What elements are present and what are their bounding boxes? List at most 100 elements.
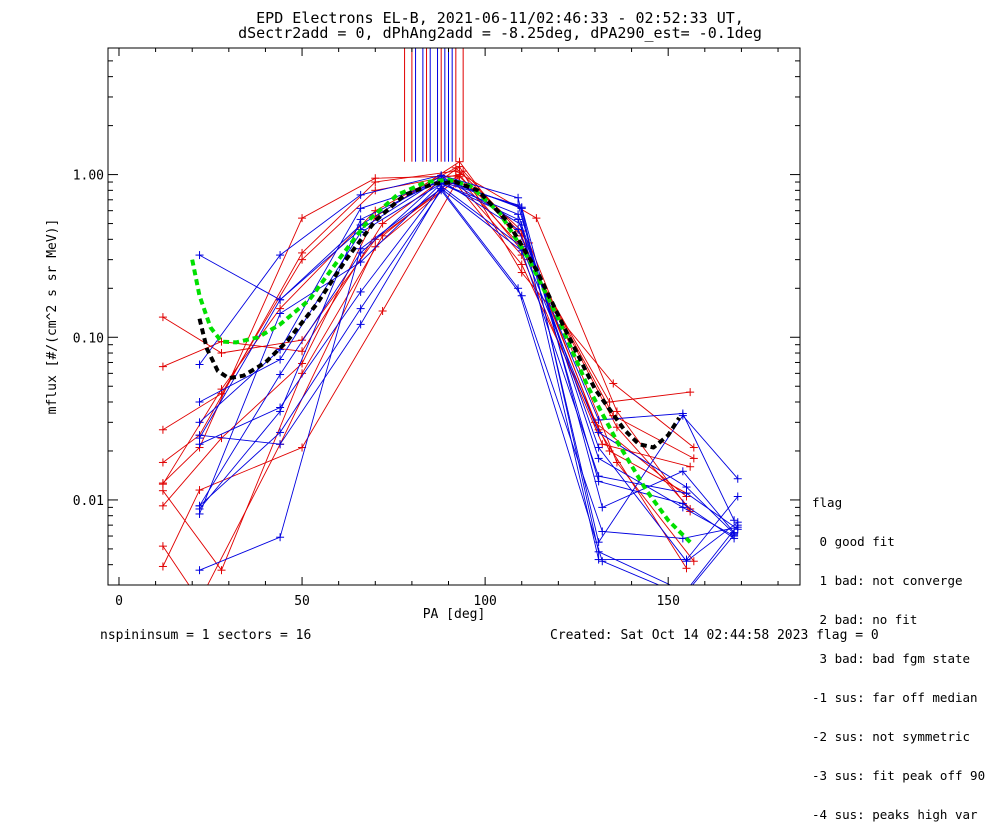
fit-layer (190, 177, 692, 544)
data-point-blue (276, 533, 285, 542)
data-point-red (517, 268, 526, 277)
footer-spin-info: nspininsum = 1 sectors = 16 (100, 628, 312, 643)
data-point-red (532, 214, 541, 223)
data-point-blue (594, 428, 603, 437)
data-point-blue (682, 483, 691, 492)
data-point-blue (276, 295, 285, 304)
data-point-blue (276, 440, 285, 449)
data-point-red (371, 178, 380, 187)
data-point-blue (514, 201, 523, 210)
data-point-blue (195, 418, 204, 427)
data-point-blue (730, 530, 739, 539)
x-tick-label: 100 (473, 594, 496, 609)
series-line-blue (199, 189, 738, 539)
x-tick-label: 150 (656, 594, 679, 609)
data-point-blue (594, 477, 603, 486)
chart-canvas: 0 50 100 150 0.01 0.10 1.00 PA [deg] mflux [#/… (45, 47, 801, 622)
y-axis-label: mflux [#/(cm^2 s sr MeV)] (45, 219, 60, 415)
data-point-blue (594, 416, 603, 425)
data-point-blue (594, 454, 603, 463)
data-point-red (686, 462, 695, 471)
legend-item: -4 sus: peaks high var (812, 807, 978, 822)
data-point-blue (356, 320, 365, 329)
data-point-blue (514, 225, 523, 234)
legend-item: -1 sus: far off median (812, 690, 978, 705)
y-tick-label: 0.10 (73, 331, 104, 346)
x-tick-label: 50 (294, 594, 310, 609)
data-point-blue (514, 193, 523, 202)
data-point-blue (437, 186, 446, 195)
data-point-blue (598, 503, 607, 512)
series-line-blue (199, 187, 739, 530)
legend-item: 0 good fit (812, 534, 895, 549)
data-point-blue (195, 397, 204, 406)
series-line-blue (199, 185, 735, 535)
data-point-blue (276, 251, 285, 260)
data-point-blue (517, 291, 526, 300)
data-point-red (609, 379, 618, 388)
data-point-blue (682, 588, 690, 596)
data-point-blue (195, 434, 204, 443)
data-point-blue (195, 251, 204, 260)
data-point-red (598, 440, 607, 449)
data-point-blue (678, 499, 687, 508)
data-point-red (689, 443, 698, 452)
data-point-blue (594, 538, 603, 547)
data-point-red (217, 566, 226, 575)
series-line-blue (199, 177, 735, 585)
peak-marker-layer (404, 48, 464, 162)
data-point-blue (598, 557, 607, 566)
series-line-red (162, 170, 691, 512)
data-point-red (612, 407, 621, 416)
chart-title-line-1: EPD Electrons EL-B, 2021-06-11/02:46:33 … (256, 9, 744, 27)
data-point-red (298, 336, 307, 345)
data-point-red (158, 480, 167, 489)
data-point-blue (195, 360, 204, 369)
data-point-red (686, 388, 695, 397)
data-point-blue (195, 501, 204, 510)
legend-item: 3 bad: bad fgm state (812, 651, 971, 666)
data-point-red (196, 597, 204, 605)
data-point-blue (356, 304, 365, 313)
data-point-blue (514, 215, 523, 224)
legend-item: -3 sus: fit peak off 90 (812, 768, 986, 783)
series-line-blue (199, 183, 739, 562)
x-axis-label: PA [deg] (423, 607, 486, 622)
flag-legend: flag 0 good fit 1 bad: not converge 2 ba… (812, 470, 985, 834)
series-line-red (162, 170, 695, 572)
footer-created-info: Created: Sat Oct 14 02:44:58 2023 flag =… (550, 628, 879, 643)
y-tick-label: 1.00 (73, 169, 104, 184)
data-point-red (689, 454, 698, 463)
data-point-red (612, 423, 621, 432)
legend-item: 1 bad: not converge (812, 573, 963, 588)
data-point-red (298, 359, 307, 368)
data-point-blue (517, 204, 526, 213)
series-line-blue (199, 183, 735, 537)
series-layer (158, 157, 742, 605)
data-point-red (371, 242, 380, 251)
legend-item: -2 sus: not symmetric (812, 729, 971, 744)
data-point-blue (678, 467, 687, 476)
data-point-red (682, 564, 691, 573)
y-tick-label: 0.01 (73, 494, 104, 509)
data-point-blue (594, 443, 603, 452)
data-point-red (298, 248, 307, 257)
data-point-blue (733, 474, 742, 483)
data-point-blue (730, 516, 739, 525)
series-line-blue (199, 175, 739, 561)
data-point-red (158, 362, 167, 371)
data-point-red (158, 313, 167, 322)
data-point-blue (276, 403, 285, 412)
data-point-red (158, 562, 167, 571)
legend-title: flag (812, 495, 843, 510)
data-point-red (612, 458, 621, 467)
data-point-red (298, 347, 307, 356)
data-point-blue (356, 244, 365, 253)
data-point-red (158, 458, 167, 467)
data-point-red (158, 501, 167, 510)
data-point-red (195, 486, 204, 495)
data-point-red (517, 260, 526, 269)
series-line-red (162, 176, 687, 585)
data-point-red (158, 425, 167, 434)
data-point-blue (356, 287, 365, 296)
